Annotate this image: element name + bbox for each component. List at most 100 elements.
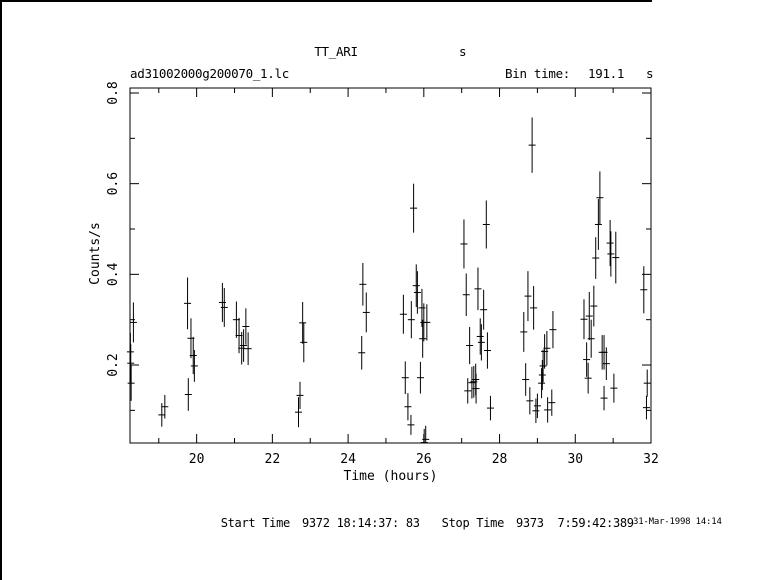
- data-point: [532, 398, 540, 424]
- data-point: [184, 277, 192, 330]
- data-point: [483, 332, 491, 369]
- data-point: [418, 288, 426, 327]
- window-border-top: [0, 0, 652, 2]
- data-point: [642, 395, 650, 420]
- data-point: [606, 219, 614, 267]
- data-point: [610, 373, 618, 403]
- data-point: [413, 271, 421, 314]
- data-point: [477, 324, 485, 361]
- data-point: [412, 264, 420, 307]
- data-point: [410, 183, 418, 233]
- data-point: [643, 369, 651, 397]
- data-point: [401, 361, 409, 395]
- y-tick-label: 0.2: [106, 353, 121, 376]
- stop-time-value: 9373 7:59:42:389: [516, 516, 634, 530]
- data-point: [522, 363, 530, 396]
- data-point: [462, 273, 470, 317]
- data-point: [296, 381, 304, 409]
- data-point: [220, 287, 228, 327]
- data-point: [362, 292, 370, 333]
- data-point: [460, 219, 468, 269]
- data-point: [528, 117, 536, 173]
- data-point: [602, 347, 610, 380]
- data-point: [423, 304, 431, 341]
- data-point: [543, 331, 551, 366]
- x-tick-label: 30: [567, 452, 583, 467]
- start-time-value: 9372 18:14:37: 83: [301, 516, 420, 530]
- data-point: [299, 301, 307, 344]
- plot-frame: [129, 87, 652, 444]
- error-bar-series: [126, 117, 651, 444]
- y-tick-label: 0.6: [106, 172, 121, 195]
- data-point: [530, 286, 538, 330]
- time-range-footer: Start Time 9372 18:14:37: 83 Stop Time 9373…: [193, 502, 634, 544]
- stop-time-label: Stop Time: [441, 516, 505, 530]
- window-border-left: [0, 0, 2, 580]
- data-point: [359, 263, 367, 306]
- bin-time-value: 191.1: [588, 66, 625, 81]
- data-point: [533, 393, 541, 419]
- data-point: [584, 362, 592, 394]
- data-point: [544, 397, 552, 423]
- data-point: [218, 282, 226, 322]
- data-point: [129, 302, 137, 343]
- data-point: [464, 378, 472, 404]
- data-point: [407, 301, 415, 339]
- data-point: [590, 285, 598, 327]
- y-axis-title: Counts/s: [88, 222, 103, 285]
- data-point: [404, 393, 412, 421]
- data-point: [300, 322, 308, 363]
- data-point: [600, 385, 608, 411]
- bin-time-label: Bin time:: [505, 66, 571, 81]
- data-point: [476, 318, 484, 355]
- x-tick-label: 28: [492, 452, 508, 467]
- data-point: [244, 332, 252, 366]
- data-point: [482, 200, 490, 249]
- x-tick-label: 20: [189, 452, 205, 467]
- y-tick-label: 0.4: [106, 262, 121, 286]
- data-point: [466, 326, 474, 365]
- start-time-label: Start Time: [220, 516, 291, 530]
- data-point: [538, 368, 546, 399]
- data-point: [607, 231, 615, 277]
- x-tick-label: 24: [340, 452, 356, 467]
- y-tick-label: 0.8: [106, 81, 121, 104]
- data-point: [399, 294, 407, 334]
- data-point: [480, 289, 488, 330]
- data-point: [184, 378, 192, 411]
- data-point: [612, 231, 620, 284]
- data-point: [549, 311, 557, 349]
- data-point: [520, 311, 528, 352]
- data-point: [468, 366, 476, 399]
- bin-time-unit: s: [646, 66, 654, 81]
- data-point: [294, 397, 302, 428]
- data-point: [242, 308, 250, 345]
- data-point: [524, 271, 532, 322]
- data-point: [538, 360, 546, 390]
- data-point: [580, 299, 588, 340]
- data-point: [420, 428, 428, 444]
- data-point: [594, 199, 602, 250]
- data-point: [416, 361, 424, 394]
- data-point: [358, 336, 366, 370]
- x-axis-title: Time (hours): [344, 469, 438, 484]
- data-point: [407, 414, 415, 435]
- data-point: [640, 266, 648, 314]
- data-point: [419, 319, 427, 358]
- data-point: [127, 365, 135, 401]
- x-tick-label: 26: [416, 452, 432, 467]
- data-point: [548, 389, 556, 416]
- data-point: [422, 425, 430, 443]
- data-point: [587, 319, 595, 358]
- x-tick-label: 22: [265, 452, 281, 467]
- data-point: [539, 349, 547, 383]
- creation-datestamp: 31-Mar-1998 14:14: [633, 517, 722, 527]
- data-point: [596, 171, 604, 225]
- data-point: [240, 329, 248, 362]
- plot-title: TT_ARI: [314, 44, 358, 59]
- data-point: [592, 237, 600, 279]
- data-point: [190, 350, 198, 382]
- lightcurve-filename: ad31002000g200070_1.lc: [130, 66, 289, 81]
